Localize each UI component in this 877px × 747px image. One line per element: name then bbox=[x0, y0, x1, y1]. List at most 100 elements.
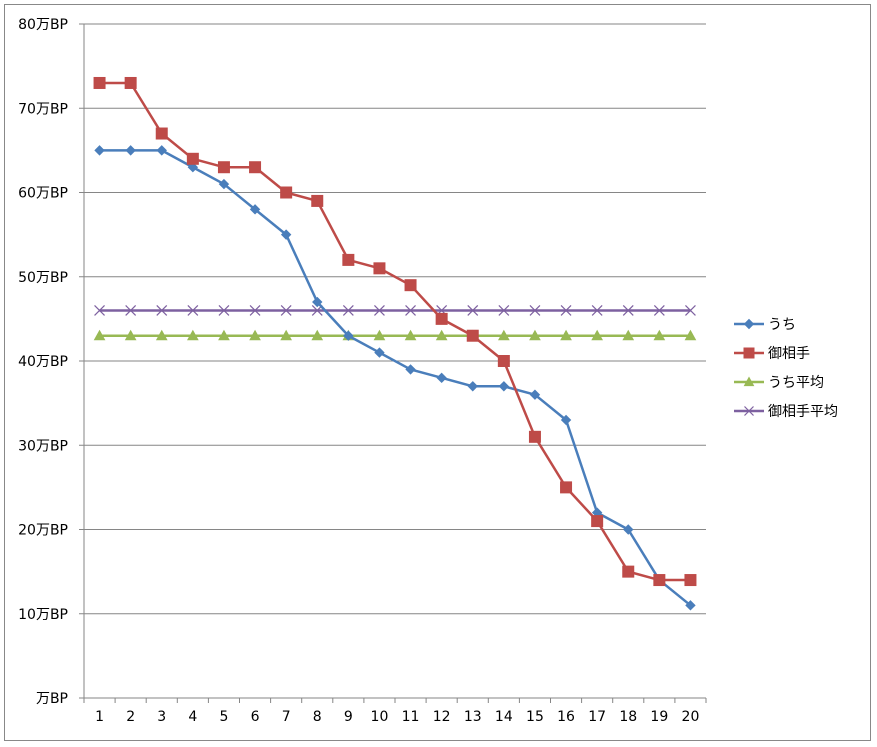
data-point bbox=[187, 305, 199, 316]
data-point bbox=[311, 329, 324, 341]
x-tick-label: 17 bbox=[588, 709, 606, 725]
data-point bbox=[622, 565, 635, 578]
legend-item: うち bbox=[734, 317, 796, 333]
x-tick-label: 8 bbox=[313, 709, 322, 725]
data-point bbox=[249, 305, 261, 316]
data-point bbox=[249, 329, 261, 341]
data-point bbox=[155, 329, 168, 341]
data-point bbox=[743, 376, 755, 387]
y-tick-label: 30万BP bbox=[18, 438, 68, 454]
data-point bbox=[155, 127, 168, 140]
data-point bbox=[404, 329, 417, 341]
data-point bbox=[94, 145, 105, 156]
legend-label: 御相手 bbox=[768, 346, 810, 362]
series-0 bbox=[94, 145, 696, 611]
data-point bbox=[498, 381, 510, 392]
x-tick-label: 10 bbox=[371, 709, 389, 725]
y-tick-label: 10万BP bbox=[18, 607, 68, 623]
data-point bbox=[125, 305, 137, 316]
data-point bbox=[498, 305, 510, 316]
data-point bbox=[685, 305, 696, 316]
data-point bbox=[186, 152, 199, 165]
x-tick-label: 12 bbox=[433, 709, 451, 725]
data-point bbox=[374, 305, 385, 316]
x-tick-label: 16 bbox=[557, 709, 575, 725]
x-tick-label: 18 bbox=[619, 709, 637, 725]
data-point bbox=[187, 162, 199, 173]
data-point bbox=[217, 161, 230, 174]
data-point bbox=[498, 329, 510, 341]
data-point bbox=[529, 389, 541, 400]
data-point bbox=[374, 347, 385, 358]
data-point bbox=[560, 414, 572, 426]
data-point bbox=[653, 574, 666, 587]
data-point bbox=[249, 161, 262, 174]
x-tick-label: 7 bbox=[282, 709, 291, 725]
legend-label: うち平均 bbox=[768, 375, 824, 391]
data-point bbox=[156, 305, 168, 316]
data-point bbox=[653, 329, 666, 341]
data-point bbox=[124, 76, 137, 89]
legend-item: うち平均 bbox=[734, 375, 824, 391]
data-point bbox=[497, 355, 510, 367]
data-point bbox=[653, 305, 665, 316]
chart-area bbox=[4, 4, 871, 741]
y-tick-label: 40万BP bbox=[18, 354, 68, 370]
x-tick-label: 15 bbox=[526, 709, 544, 725]
y-tick-label: 万BP bbox=[36, 691, 68, 707]
data-point bbox=[343, 330, 354, 341]
data-point bbox=[435, 312, 448, 325]
data-point bbox=[187, 329, 199, 341]
data-point bbox=[529, 329, 541, 341]
data-point bbox=[280, 186, 293, 199]
x-tick-label: 4 bbox=[188, 709, 197, 725]
data-point bbox=[436, 372, 447, 384]
y-tick-label: 70万BP bbox=[18, 101, 68, 117]
x-tick-label: 3 bbox=[157, 709, 166, 725]
data-point bbox=[280, 305, 292, 316]
gridlines bbox=[84, 23, 706, 615]
data-point bbox=[560, 329, 572, 341]
x-tick-label: 13 bbox=[464, 709, 482, 725]
data-point bbox=[560, 305, 572, 316]
x-tick-label: 14 bbox=[495, 709, 513, 725]
series-2 bbox=[93, 329, 697, 341]
series bbox=[93, 76, 697, 611]
data-point bbox=[591, 305, 603, 316]
x-tick-label: 5 bbox=[219, 709, 228, 725]
data-point bbox=[560, 481, 573, 494]
x-tick-label: 9 bbox=[344, 709, 353, 725]
data-point bbox=[125, 145, 136, 156]
data-point bbox=[743, 318, 755, 330]
x-tick-label: 6 bbox=[251, 709, 260, 725]
data-point bbox=[467, 305, 479, 316]
legend-item: 御相手 bbox=[734, 346, 810, 362]
x-tick-label: 1 bbox=[95, 709, 104, 725]
data-point bbox=[218, 329, 230, 341]
series-1 bbox=[93, 76, 697, 587]
legend-label: うち bbox=[768, 317, 796, 333]
data-point bbox=[528, 430, 541, 443]
data-point bbox=[744, 406, 754, 416]
data-point bbox=[684, 329, 697, 341]
data-point bbox=[529, 305, 541, 316]
data-point bbox=[405, 364, 416, 375]
data-point bbox=[156, 145, 167, 156]
y-tick-label: 20万BP bbox=[18, 523, 68, 539]
data-point bbox=[591, 515, 604, 528]
data-point bbox=[124, 329, 137, 341]
data-point bbox=[280, 229, 292, 240]
legend-label: 御相手平均 bbox=[768, 404, 838, 420]
data-point bbox=[342, 253, 355, 266]
data-point bbox=[743, 347, 755, 359]
data-point bbox=[342, 305, 354, 316]
data-point bbox=[404, 279, 417, 292]
data-point bbox=[684, 574, 697, 587]
data-point bbox=[467, 381, 478, 392]
axes: 万BP 10万BP 20万BP 30万BP 40万BP 50万BP 60万BP 70万BP 80… bbox=[18, 17, 707, 725]
data-point bbox=[622, 329, 635, 341]
legend-item: 御相手平均 bbox=[734, 404, 838, 420]
data-point bbox=[405, 305, 416, 316]
data-point bbox=[466, 329, 479, 342]
